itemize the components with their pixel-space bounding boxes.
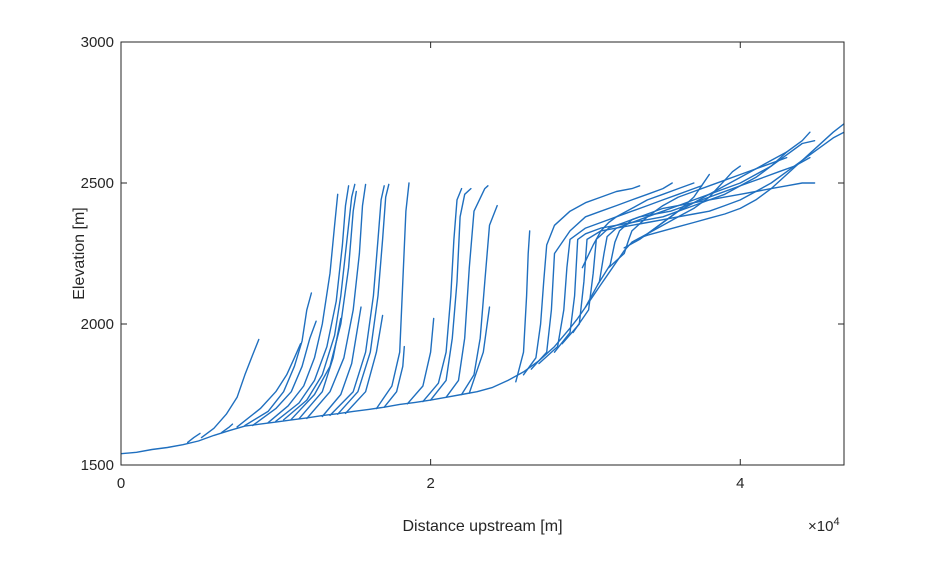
- profile-line-20: [422, 187, 463, 403]
- profile-line-7: [267, 193, 339, 424]
- profile-line-21: [429, 187, 472, 401]
- profile-line-3: [220, 423, 234, 434]
- profile-line-25: [515, 230, 531, 383]
- profile-line-28: [538, 185, 703, 365]
- profile-line-16: [344, 314, 384, 415]
- profile-line-9: [282, 183, 356, 421]
- profile-line-0: [121, 123, 844, 455]
- profile-line-38: [581, 182, 695, 269]
- profile-line-5: [244, 292, 313, 427]
- y-tick-label-0: 1500: [81, 457, 114, 474]
- profile-line-31: [572, 156, 811, 334]
- profile-line-17: [375, 182, 410, 410]
- profile-line-37: [646, 173, 710, 235]
- profile-line-10: [290, 190, 357, 420]
- profile-line-11: [298, 317, 342, 420]
- profile-line-12: [306, 183, 367, 420]
- x-exponent-base: ×10: [808, 518, 833, 535]
- profile-line-8: [275, 185, 350, 422]
- profile-line-2: [200, 338, 260, 439]
- profile-line-19: [406, 317, 435, 405]
- profile-line-27: [530, 182, 673, 370]
- profile-line-36: [631, 165, 741, 243]
- x-exponent-power: 4: [833, 516, 839, 528]
- profile-line-26: [522, 185, 641, 376]
- series-layer: [121, 123, 844, 455]
- profile-line-23: [460, 204, 498, 396]
- y-tick-label-2: 2500: [81, 175, 114, 192]
- profile-line-32: [584, 140, 816, 308]
- tick-layer: 0 2 4 1500 2000 2500 3000: [81, 34, 844, 492]
- x-tick-label-0: 0: [117, 475, 125, 492]
- profile-line-14: [329, 185, 385, 417]
- profile-line-4: [236, 343, 302, 428]
- profile-line-15: [337, 183, 390, 415]
- y-axis-label: Elevation [m]: [71, 207, 88, 299]
- profile-line-13: [321, 306, 362, 418]
- profile-line-18: [383, 345, 405, 408]
- axes-box: [120, 41, 845, 466]
- x-exponent-label: ×104: [808, 516, 840, 535]
- y-tick-label-1: 2000: [81, 316, 114, 333]
- profile-line-22: [445, 185, 489, 398]
- profile-line-1: [186, 432, 201, 444]
- x-tick-label-2: 4: [736, 475, 744, 492]
- x-tick-label-1: 2: [426, 475, 434, 492]
- profile-line-6: [251, 320, 317, 427]
- plot-area: [121, 42, 844, 465]
- x-axis-label: Distance upstream [m]: [402, 518, 562, 535]
- y-tick-label-3: 3000: [81, 34, 114, 51]
- profile-line-24: [468, 306, 491, 394]
